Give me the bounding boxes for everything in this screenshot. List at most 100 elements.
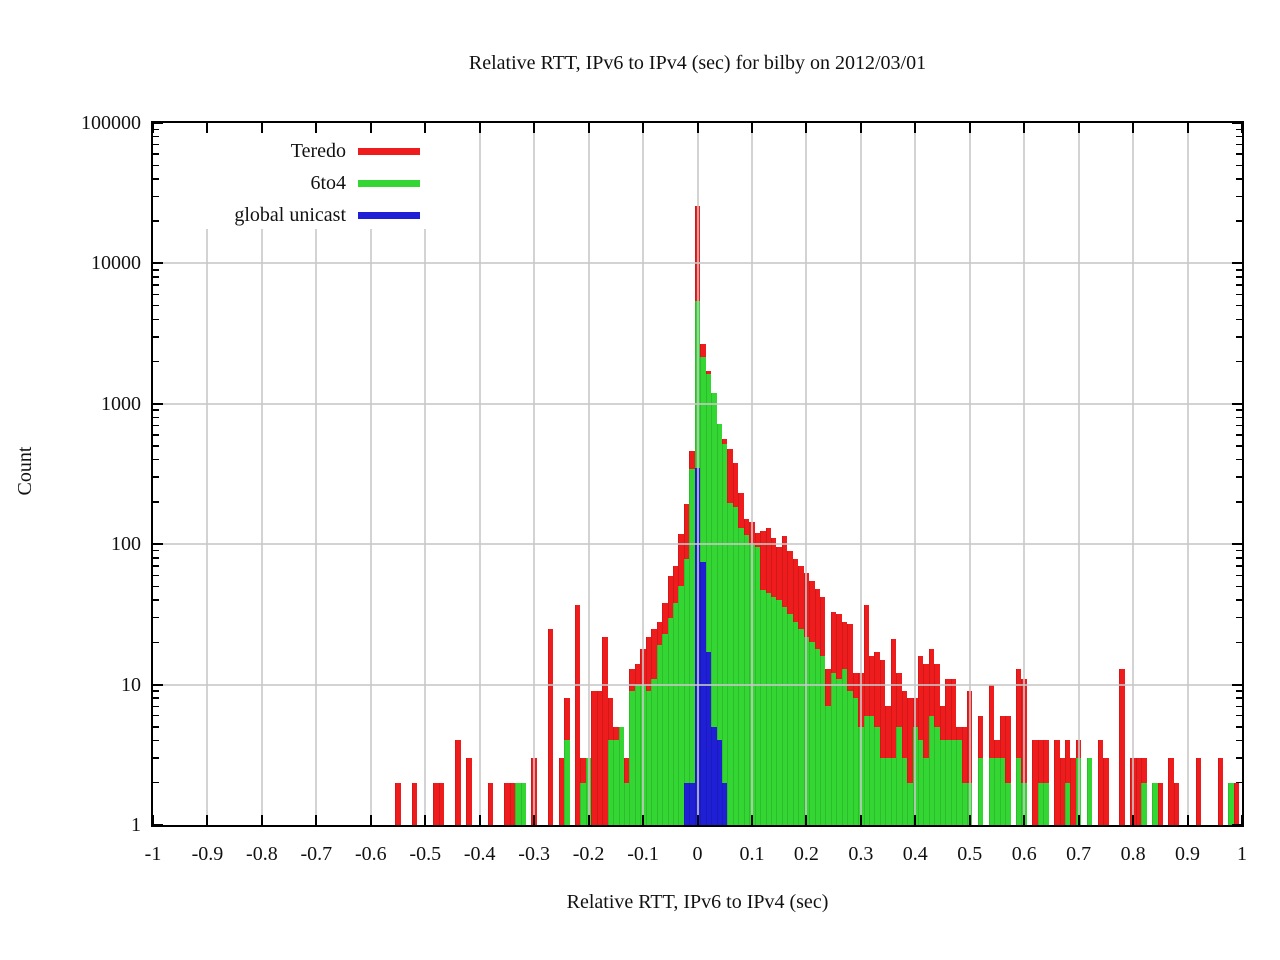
gridline-vertical	[478, 123, 481, 825]
bar-6to4	[1043, 782, 1049, 825]
legend-row-global-unicast: global unicast	[190, 199, 420, 231]
bar-6to4	[901, 758, 908, 825]
y-tick-label: 100	[111, 533, 141, 556]
bar-6to4	[852, 698, 859, 825]
legend-swatch-global-unicast	[358, 211, 420, 219]
bar-6to4	[771, 597, 777, 825]
bar-6to4	[874, 726, 880, 825]
y-tick-minor	[153, 557, 159, 559]
y-tick-minor	[153, 164, 159, 166]
bar-6to4	[1228, 782, 1234, 825]
bar-6to4	[656, 645, 663, 825]
y-tick-minor	[153, 304, 159, 307]
x-tick-major	[424, 815, 427, 825]
x-tick-label: -0.1	[627, 843, 659, 865]
y-tick-minor	[153, 269, 159, 271]
x-tick-label: 0.7	[1066, 843, 1092, 865]
bar-6to4	[1086, 758, 1093, 825]
gridline-vertical	[1132, 123, 1135, 825]
bar-Teredo	[1016, 668, 1022, 825]
bar-6to4	[781, 606, 788, 825]
y-tick-label: 10000	[91, 252, 141, 275]
y-axis-label: Count	[14, 446, 36, 496]
y-tick-minor	[153, 220, 159, 222]
y-tick-major	[1232, 122, 1242, 124]
x-tick-major	[696, 123, 699, 133]
bar-6to4	[667, 617, 673, 825]
gridline-vertical	[750, 123, 753, 825]
y-tick-minor	[1236, 409, 1242, 411]
x-tick-major	[206, 123, 209, 133]
bar-Teredo	[1157, 782, 1164, 825]
bar-Teredo	[596, 691, 603, 825]
gridline-vertical	[533, 123, 536, 825]
x-tick-major	[478, 815, 481, 825]
bar-6to4	[885, 758, 891, 825]
x-tick-major	[1023, 123, 1026, 133]
x-tick-major	[533, 123, 536, 133]
bar-6to4	[934, 726, 940, 825]
bar-6to4	[869, 715, 875, 825]
bar-Teredo	[466, 758, 472, 825]
legend-label-6to4: 6to4	[310, 171, 346, 194]
bar-Teredo	[1059, 758, 1066, 825]
bar-6to4	[1005, 782, 1011, 825]
bar-6to4	[738, 528, 744, 825]
bar-6to4	[607, 740, 614, 825]
x-axis-label: Relative RTT, IPv6 to IPv4 (sec)	[566, 891, 829, 913]
y-tick-minor	[153, 293, 159, 296]
y-tick-minor	[1236, 690, 1242, 692]
bar-Teredo	[1135, 758, 1142, 825]
y-tick-minor	[1236, 336, 1242, 338]
y-tick-label: 1000	[101, 392, 141, 415]
y-tick-minor	[1236, 153, 1242, 155]
x-tick-major	[1023, 815, 1026, 825]
bar-Teredo	[1054, 740, 1060, 825]
y-tick-minor	[153, 501, 159, 503]
bar-Teredo	[1070, 758, 1076, 825]
bar-6to4	[977, 758, 984, 825]
bar-Teredo	[863, 604, 869, 825]
bar-6to4	[836, 678, 842, 825]
x-tick-major	[315, 815, 318, 825]
bar-6to4	[716, 423, 722, 825]
bar-Teredo	[504, 782, 510, 825]
x-tick-major	[1077, 815, 1080, 825]
bar-6to4	[847, 691, 853, 825]
y-tick-minor	[1236, 304, 1242, 307]
bar-Teredo	[487, 782, 494, 825]
y-tick-minor	[1236, 143, 1242, 146]
y-tick-minor	[1236, 549, 1242, 552]
y-tick-major	[153, 824, 163, 826]
bar-global-unicast	[683, 782, 690, 825]
bar-6to4	[950, 740, 957, 825]
x-tick-label: 0.9	[1175, 843, 1201, 865]
bar-6to4	[520, 782, 526, 825]
x-tick-major	[968, 815, 971, 825]
bar-Teredo	[1032, 740, 1038, 825]
bar-Teredo	[1065, 740, 1071, 825]
y-tick-label: 10	[121, 673, 141, 696]
x-tick-major	[587, 123, 590, 133]
bar-6to4	[662, 633, 668, 825]
x-tick-label: 0.3	[848, 843, 874, 865]
bar-6to4	[830, 673, 837, 825]
bar-6to4	[890, 758, 897, 825]
y-tick-minor	[153, 781, 159, 784]
gridline-vertical	[642, 123, 645, 825]
y-tick-minor	[1236, 424, 1242, 427]
x-tick-major	[1132, 123, 1135, 133]
y-tick-minor	[153, 336, 159, 338]
bar-Teredo	[1173, 782, 1180, 825]
y-tick-minor	[153, 714, 159, 717]
x-tick-major	[914, 815, 917, 825]
y-tick-minor	[153, 360, 159, 363]
y-tick-minor	[153, 565, 159, 567]
bar-6to4	[939, 740, 946, 825]
x-tick-label: -0.5	[409, 843, 442, 865]
x-tick-major	[968, 123, 971, 133]
x-tick-major	[152, 815, 154, 825]
bar-Teredo	[1037, 740, 1044, 825]
x-tick-major	[1186, 123, 1189, 133]
bar-global-unicast	[716, 740, 722, 825]
